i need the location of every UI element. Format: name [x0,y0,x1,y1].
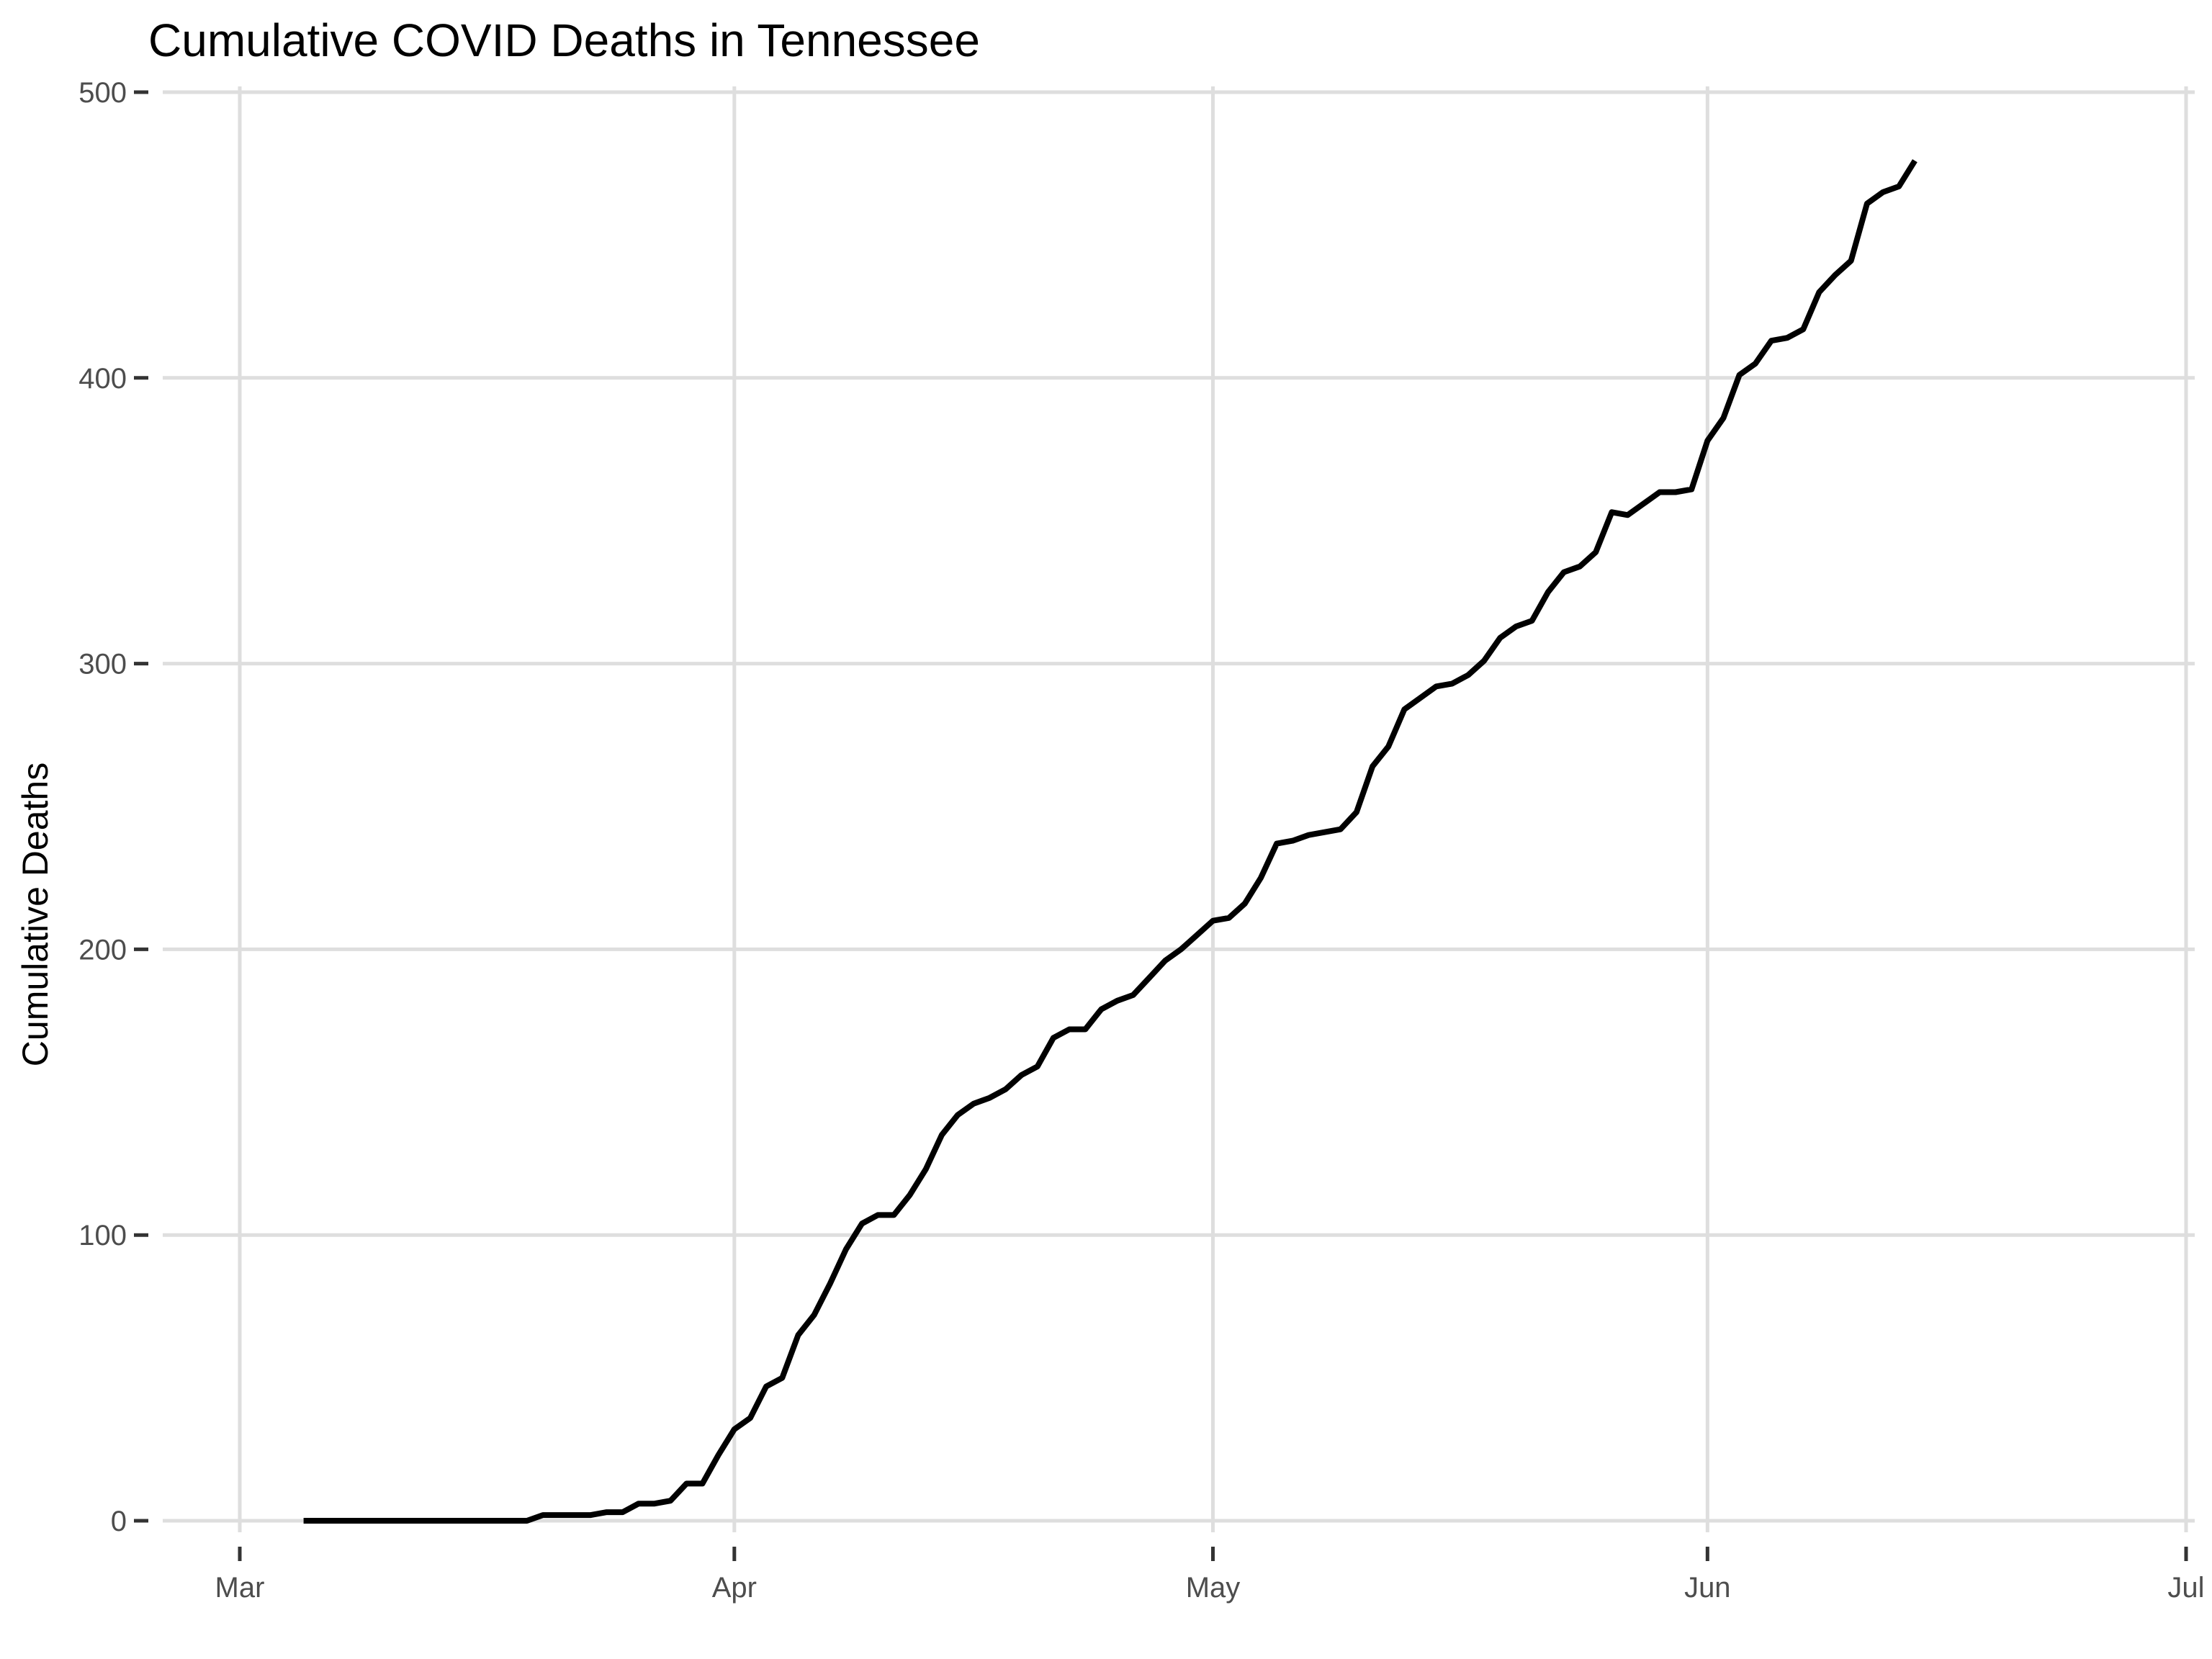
y-tick-label: 100 [78,1220,127,1251]
x-tick-label: Apr [712,1572,757,1604]
y-tick-label: 300 [78,649,127,680]
y-tick-label: 500 [78,77,127,109]
x-tick-label: May [1186,1572,1241,1604]
x-axis: Mar Apr May Jun Jul [215,1547,2205,1604]
y-axis-title: Cumulative Deaths [15,763,55,1066]
series-line [303,159,1917,1524]
series-group [303,159,1917,1524]
y-tick-label: 0 [111,1506,127,1537]
x-tick-label: Jul [2167,1572,2204,1604]
x-gridlines [238,86,2188,1532]
chart-title: Cumulative COVID Deaths in Tennessee [148,14,980,66]
x-tick-label: Jun [1684,1572,1731,1604]
y-tick-label: 200 [78,934,127,966]
y-tick-label: 400 [78,363,127,395]
x-tick-label: Mar [215,1572,265,1604]
y-axis: 0 100 200 300 400 500 [78,77,148,1537]
